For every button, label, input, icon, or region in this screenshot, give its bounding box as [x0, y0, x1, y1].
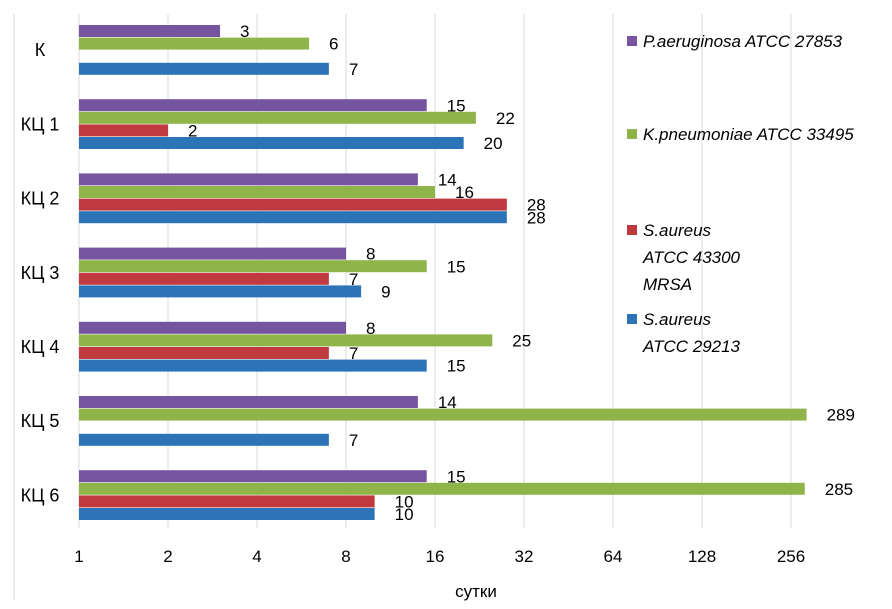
category-label: КЦ 6 — [21, 485, 60, 505]
bar — [79, 321, 346, 334]
category-label: КЦ 4 — [21, 337, 60, 357]
data-label: 7 — [349, 270, 358, 289]
x-tick-label: 8 — [341, 547, 350, 566]
legend-label: S.aureus — [643, 310, 712, 329]
bar — [79, 285, 362, 298]
bar — [79, 173, 418, 186]
bar — [79, 482, 805, 495]
data-label: 28 — [527, 196, 546, 215]
bar — [79, 247, 346, 260]
legend: P.aeruginosa ATCC 27853 K.pneumoniae ATCC… — [627, 32, 854, 356]
bar — [79, 495, 375, 508]
category-axis: К КЦ 1 КЦ 2 КЦ 3 КЦ 4 КЦ 5 КЦ 6 — [21, 40, 60, 505]
legend-label: ATCC 29213 — [642, 337, 741, 356]
legend-swatch — [627, 225, 637, 235]
data-label: 22 — [496, 109, 515, 128]
bar — [79, 408, 807, 421]
data-labels: 3671522220141628288157982571514289715285… — [188, 22, 855, 524]
data-label: 7 — [349, 344, 358, 363]
legend-swatch — [627, 36, 637, 46]
bar — [79, 198, 507, 211]
legend-label: P.aeruginosa ATCC 27853 — [643, 32, 843, 51]
legend-swatch — [627, 314, 637, 324]
data-label: 7 — [349, 60, 358, 79]
data-label: 14 — [438, 171, 457, 190]
data-label: 15 — [447, 257, 466, 276]
x-tick-label: 256 — [777, 547, 805, 566]
x-tick-label: 32 — [515, 547, 534, 566]
legend-label: ATCC 43300 — [642, 248, 741, 267]
data-label: 16 — [455, 183, 474, 202]
data-label: 9 — [381, 283, 390, 302]
bar — [79, 124, 168, 137]
bar — [79, 99, 427, 112]
bar — [79, 396, 418, 408]
value-axis: 1 2 4 8 16 32 64 128 256 — [74, 547, 805, 566]
data-label: 10 — [395, 493, 414, 512]
category-label: КЦ 5 — [21, 411, 60, 431]
data-label: 10 — [395, 505, 414, 524]
legend-label: MRSA — [643, 275, 692, 294]
legend-swatch — [627, 129, 637, 139]
data-label: 20 — [484, 134, 503, 153]
data-label: 289 — [827, 406, 855, 425]
bar — [79, 359, 427, 372]
bars — [79, 25, 807, 520]
legend-label: S.aureus — [643, 221, 712, 240]
x-tick-label: 16 — [426, 547, 445, 566]
data-label: 28 — [527, 208, 546, 227]
bar — [79, 272, 329, 285]
bar — [79, 137, 464, 149]
bar — [79, 37, 310, 50]
data-label: 285 — [825, 480, 853, 499]
data-label: 7 — [349, 431, 358, 450]
bar — [79, 470, 427, 483]
data-label: 15 — [447, 96, 466, 115]
category-label: КЦ 2 — [21, 189, 60, 209]
data-label: 6 — [329, 35, 338, 54]
bar — [79, 186, 435, 198]
data-label: 14 — [438, 393, 457, 412]
x-axis-title: сутки — [455, 582, 497, 601]
data-label: 25 — [512, 332, 531, 351]
bar — [79, 508, 375, 520]
data-label: 3 — [240, 22, 249, 41]
legend-label: K.pneumoniae ATCC 33495 — [643, 125, 854, 144]
bar — [79, 260, 427, 273]
data-label: 15 — [447, 467, 466, 486]
category-label: КЦ 3 — [21, 263, 60, 283]
x-tick-label: 64 — [604, 547, 623, 566]
bar — [79, 347, 329, 359]
x-tick-label: 128 — [688, 547, 716, 566]
x-tick-label: 4 — [252, 547, 261, 566]
bar — [79, 62, 329, 75]
data-label: 15 — [447, 357, 466, 376]
x-tick-label: 1 — [74, 547, 83, 566]
bar — [79, 211, 507, 224]
bar — [79, 433, 329, 446]
x-tick-label: 2 — [163, 547, 172, 566]
data-label: 2 — [188, 122, 197, 141]
bar — [79, 334, 493, 347]
category-label: К — [35, 40, 46, 60]
data-label: 8 — [366, 245, 375, 264]
bar — [79, 25, 221, 37]
bar — [79, 111, 476, 124]
data-label: 8 — [366, 319, 375, 338]
category-label: КЦ 1 — [21, 114, 60, 134]
